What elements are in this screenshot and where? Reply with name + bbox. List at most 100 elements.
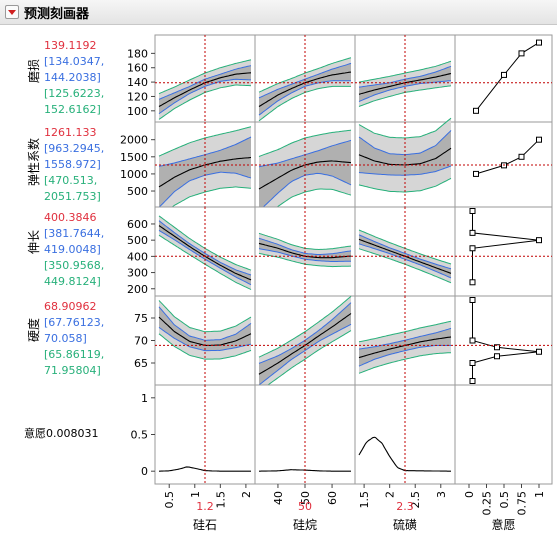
x-tick-label: 0	[463, 491, 476, 498]
prediction-band-lower	[358, 352, 452, 374]
x-tick-label: 0.5	[498, 491, 511, 509]
panel-r1-c2	[354, 117, 456, 208]
confidence-band	[159, 65, 251, 114]
factor-current-value: 50	[298, 500, 312, 513]
response-ci-upper: 144.2038]	[44, 71, 101, 84]
y-tick-label: 70	[134, 335, 148, 348]
response-pi-upper: 2051.753]	[44, 190, 101, 203]
x-tick-label: 0.5	[163, 491, 176, 509]
y-tick-label: 200	[127, 283, 148, 296]
confidence-band-lower	[258, 323, 352, 386]
y-tick-label: 120	[127, 90, 148, 103]
panel-r0-c2	[354, 34, 456, 123]
response-ci-lower: [67.76123,	[44, 316, 104, 329]
y-tick-label: 140	[127, 76, 148, 89]
panel-r0-c3	[454, 34, 553, 123]
prediction-band-upper	[358, 117, 452, 139]
factor-name: 硫磺	[393, 517, 417, 532]
y-tick-label: 1500	[120, 151, 148, 164]
response-name: 弹性系数	[26, 138, 41, 186]
confidence-band-upper	[258, 237, 352, 256]
desirability-handle	[518, 50, 525, 57]
response-name: 硬度	[26, 318, 41, 342]
profiler-title: 预测刻画器	[24, 7, 90, 22]
confidence-band-upper	[158, 220, 252, 276]
y-tick-label: 0.5	[131, 429, 149, 442]
panel-r0-c0	[154, 34, 256, 123]
desirability-handle	[469, 360, 476, 366]
desirability-handle	[469, 279, 476, 286]
confidence-band	[159, 220, 251, 285]
desirability-handle	[473, 107, 479, 114]
y-tick-label: 0	[141, 465, 148, 478]
response-pi-lower: [125.6223,	[44, 87, 104, 100]
response-pi-lower: [65.86119,	[44, 348, 104, 361]
y-tick-label: 180	[127, 47, 148, 60]
response-name: 伸长	[27, 230, 41, 254]
panel-frame	[454, 384, 553, 485]
response-name: 磨损	[27, 59, 41, 83]
panel-frame	[454, 34, 553, 123]
response-ci-lower: [381.7644,	[44, 227, 104, 240]
confidence-band-lower	[158, 327, 252, 352]
desirability-handle	[469, 208, 476, 214]
desirability-function	[475, 139, 540, 175]
y-tick-label: 65	[134, 357, 148, 370]
desirability-handle	[469, 337, 476, 344]
response-pi-lower: [350.9568,	[44, 259, 104, 272]
confidence-band-lower	[158, 78, 252, 115]
desirability-axis-name: 意愿	[491, 517, 515, 532]
disclosure-triangle-icon[interactable]	[5, 5, 19, 19]
desirability-handle	[536, 237, 542, 244]
response-readouts: 139.1192 [134.0347, 144.2038] [125.6223, 152…	[24, 39, 104, 440]
response-current-value: 68.90962	[44, 300, 97, 313]
factor-name: 硅烷	[293, 518, 317, 532]
confidence-band	[259, 238, 351, 262]
panel-r3-c3	[454, 295, 553, 386]
response-current-value: 400.3846	[44, 211, 97, 224]
confidence-band-upper	[358, 234, 452, 270]
panel-r2-c1	[254, 206, 356, 297]
prediction-band-upper	[358, 320, 452, 343]
response-pi-upper: 449.8124]	[44, 275, 101, 288]
desirability-label: 意愿0.008031	[24, 426, 99, 440]
y-tick-label: 100	[127, 105, 148, 118]
panel-r1-c3	[454, 121, 553, 208]
desirability-handle	[469, 378, 476, 384]
response-pi-lower: [470.513,	[44, 174, 97, 187]
y-tick-label: 2000	[120, 134, 148, 147]
panel-r3-c2	[354, 295, 456, 386]
response-ci-upper: 1558.972]	[44, 158, 101, 171]
desirability-function	[475, 42, 540, 112]
desirability-handle	[469, 297, 476, 303]
panel-r0-c1	[254, 34, 356, 123]
x-tick-label: 50	[299, 491, 312, 505]
panel-r4-c3	[454, 384, 553, 485]
panel-r3-c0	[154, 295, 256, 386]
x-tick-label: 0.75	[516, 491, 529, 516]
response-pi-upper: 71.95804]	[44, 364, 101, 377]
desirability-handle	[536, 39, 542, 46]
y-tick-label: 160	[127, 62, 148, 75]
desirability-handle	[536, 348, 542, 355]
panel-r3-c1	[254, 295, 356, 392]
x-tick-label: 1	[533, 491, 546, 498]
desirability-handle	[501, 71, 507, 78]
panel-r4-c0	[154, 384, 256, 485]
x-tick-label: 2.5	[409, 491, 422, 509]
panel-r4-c1	[254, 384, 356, 485]
desirability-handle	[494, 344, 500, 351]
panel-r2-c0	[154, 206, 256, 297]
desirability-handle	[494, 353, 500, 360]
y-tick-label: 500	[127, 185, 148, 198]
y-tick-label: 1000	[120, 168, 148, 181]
profile-panels	[154, 34, 553, 485]
desirability-handle	[469, 245, 476, 252]
y-tick-label: 600	[127, 218, 148, 231]
factor-current-value: 1.2	[196, 500, 214, 513]
response-pi-upper: 152.6162]	[44, 103, 101, 116]
panel-r1-c1	[254, 121, 356, 222]
x-tick-label: 1.5	[358, 491, 371, 509]
desirability-handle	[536, 136, 542, 143]
confidence-band-lower	[358, 80, 452, 102]
